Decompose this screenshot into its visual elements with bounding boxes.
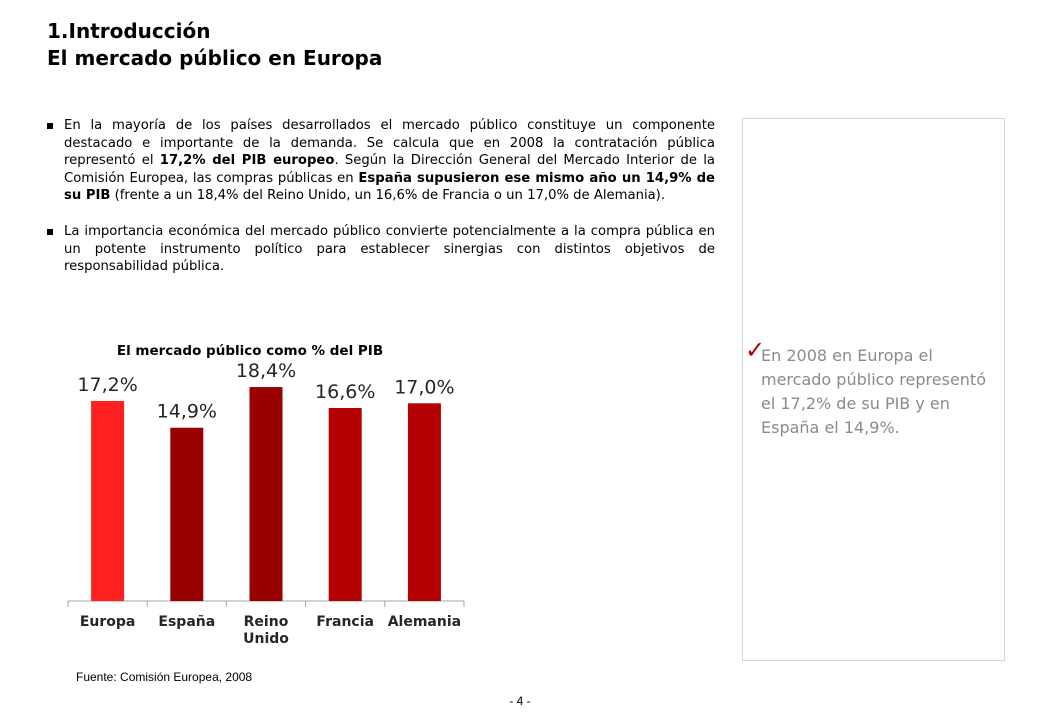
text-segment: . Según la Dirección General del Mercado… [64, 153, 715, 186]
bullet-item: La importancia económica del mercado púb… [45, 223, 715, 276]
bar [91, 401, 125, 601]
category-label: Francia [316, 614, 374, 630]
bullet-list: En la mayoría de los países desarrollado… [45, 117, 715, 294]
bar-chart: El mercado público como % del PIB 17,2% Eu… [60, 335, 480, 655]
text-segment: En la mayoría de los países desarrollado… [64, 118, 715, 169]
bullet-text: La importancia económica del mercado púb… [64, 224, 715, 274]
text-segment-bold: España supusieron ese mismo año un 14,9%… [64, 170, 715, 204]
category-label: España [158, 614, 215, 630]
bar [328, 407, 362, 601]
text-segment: (frente a un 18,4% del Reino Unido, un 1… [110, 188, 666, 204]
section-title: 1.Introducción [47, 19, 211, 43]
bullet-text: En la mayoría de los países desarrollado… [64, 118, 715, 203]
summary-text: En 2008 en Europa el mercado público rep… [761, 346, 986, 437]
category-label: Unido [243, 631, 289, 647]
source-note: Fuente: Comisión Europea, 2008 [76, 670, 253, 684]
chart-svg: El mercado público como % del PIB 17,2% Eu… [67, 343, 465, 647]
bullet-item: En la mayoría de los países desarrollado… [45, 117, 715, 205]
title-block: 1.Introducción El mercado público en Eur… [47, 18, 382, 72]
data-label: 16,6% [315, 381, 375, 403]
category-label: Reino [244, 614, 289, 630]
chart-title: El mercado público como % del PIB [117, 343, 383, 359]
page-number: - 4 - [509, 694, 531, 708]
data-label: 18,4% [236, 360, 296, 382]
text-segment: La importancia económica del mercado púb… [64, 223, 715, 275]
check-icon: ✓ [745, 336, 766, 364]
page-title: El mercado público en Europa [47, 46, 383, 70]
data-label: 14,9% [157, 401, 217, 423]
data-label: 17,0% [394, 376, 454, 398]
category-label: Alemania [388, 614, 461, 630]
bar [407, 403, 441, 601]
summary-box [742, 118, 1005, 661]
bar [170, 427, 204, 601]
bullet-square-icon [47, 228, 53, 235]
bullet-square-icon [47, 123, 53, 129]
text-segment-bold: 17,2% del PIB europeo [159, 153, 335, 169]
bar [249, 387, 283, 601]
category-label: Europa [80, 614, 136, 630]
data-label: 17,2% [77, 374, 137, 396]
